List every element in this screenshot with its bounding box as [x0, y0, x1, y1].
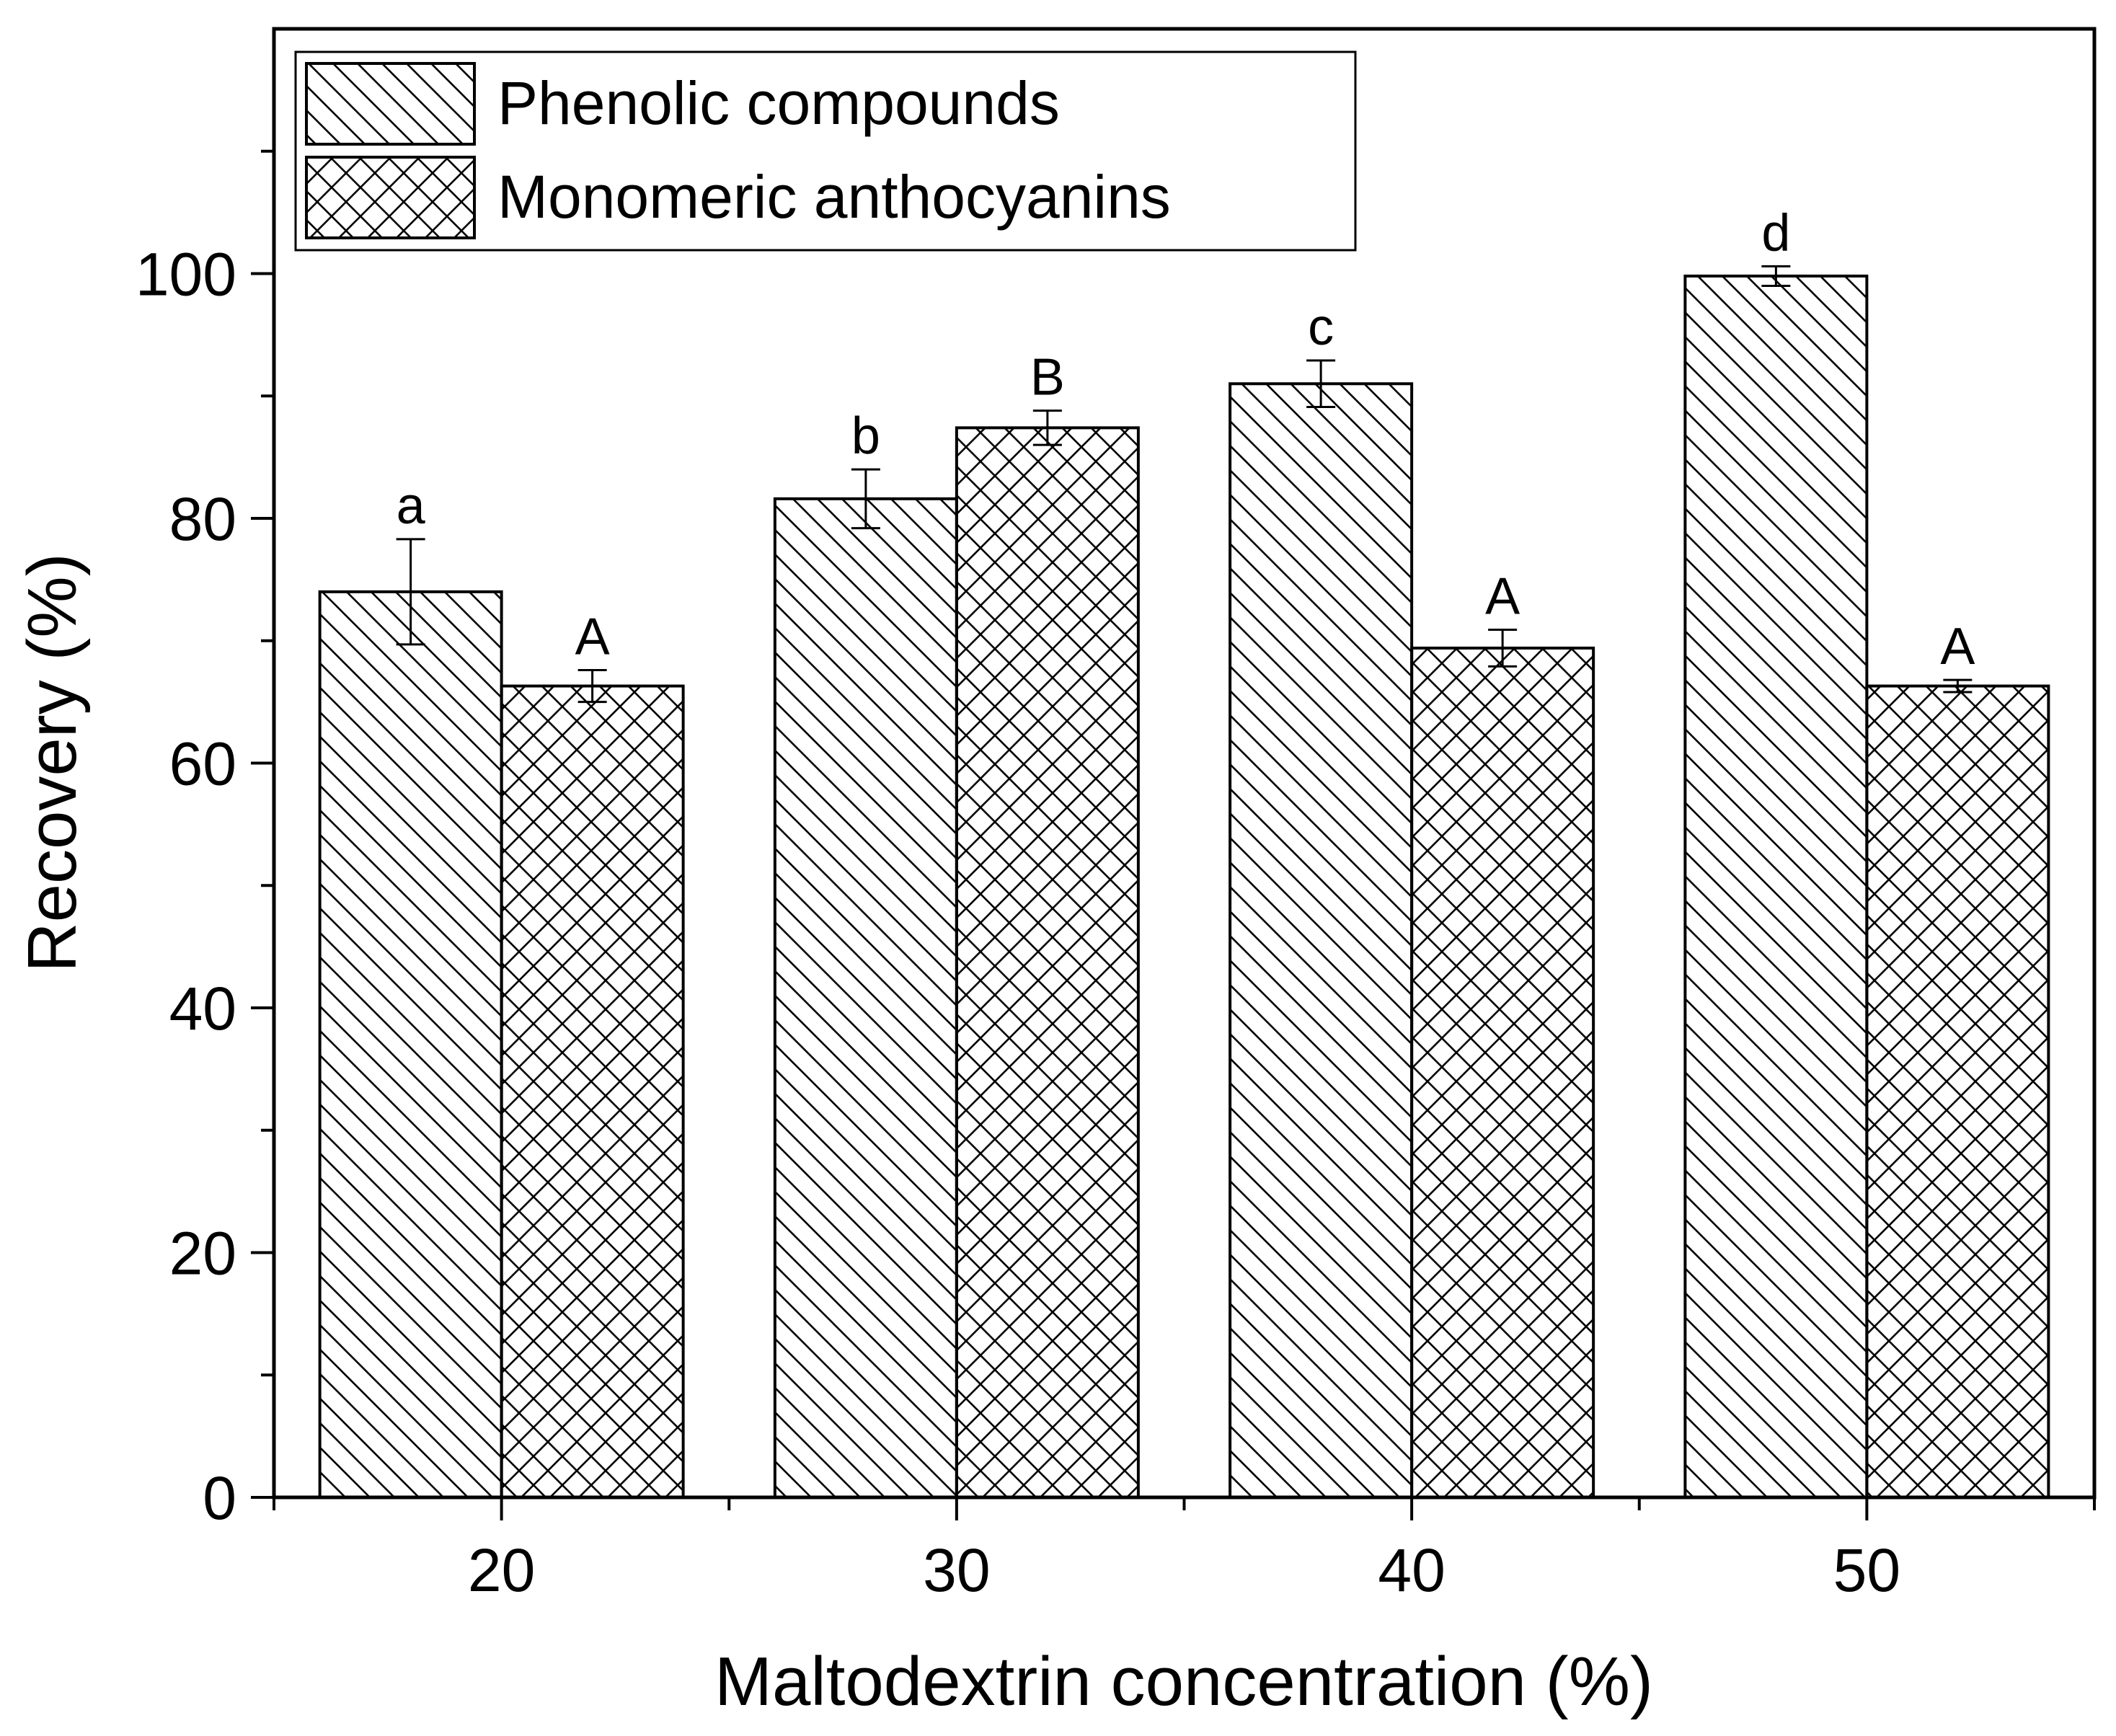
y-axis-title: Recovery (%) [14, 553, 91, 972]
y-tick-label-40: 40 [169, 975, 236, 1042]
y-tick-label-60: 60 [169, 730, 236, 798]
y-axis: 0 20 40 60 80 100 [136, 149, 274, 1532]
bar-anthocyanins-40 [1410, 646, 1595, 1499]
y-tick-label-20: 20 [169, 1220, 236, 1288]
significance-labels-layer: a Ab Bc Ad A [397, 204, 1975, 676]
legend: Phenolic compounds Monomeric anthocyanin… [294, 50, 1357, 252]
y-tick-label-100: 100 [136, 241, 236, 309]
significance-label-0-40: c [1308, 298, 1334, 356]
significance-label-0-20: a [397, 477, 426, 535]
legend-label-anthocyanins: Monomeric anthocyanins [497, 163, 1171, 231]
bar-phenolic-40 [1229, 382, 1414, 1499]
y-tick-label-80: 80 [169, 485, 236, 553]
x-tick-label-40: 40 [1378, 1536, 1445, 1604]
significance-label-1-50: A [1940, 618, 1975, 676]
significance-label-0-50: d [1761, 204, 1790, 262]
bar-anthocyanins-50 [1865, 684, 2050, 1499]
significance-label-0-30: b [851, 407, 880, 465]
x-axis-title: Maltodextrin concentration (%) [714, 1643, 1653, 1720]
x-axis: 20 30 40 50 [273, 1497, 2096, 1604]
bar-phenolic-20 [318, 590, 503, 1499]
bar-phenolic-30 [773, 497, 958, 1500]
significance-label-1-40: A [1485, 567, 1520, 625]
bar-anthocyanins-20 [500, 684, 685, 1499]
x-tick-label-50: 50 [1833, 1536, 1900, 1604]
x-tick-label-20: 20 [468, 1536, 535, 1604]
legend-label-phenolic: Phenolic compounds [497, 69, 1060, 137]
bar-phenolic-50 [1683, 274, 1869, 1499]
significance-label-1-20: A [575, 608, 610, 665]
y-tick-label-0: 0 [203, 1464, 236, 1532]
x-tick-label-30: 30 [923, 1536, 990, 1604]
bar-anthocyanins-30 [955, 426, 1140, 1499]
bars-layer [318, 274, 2050, 1500]
legend-swatch-phenolic [305, 62, 476, 146]
error-bars-layer [396, 265, 1973, 704]
legend-swatch-anthocyanins [305, 156, 476, 239]
significance-label-1-30: B [1030, 349, 1065, 407]
